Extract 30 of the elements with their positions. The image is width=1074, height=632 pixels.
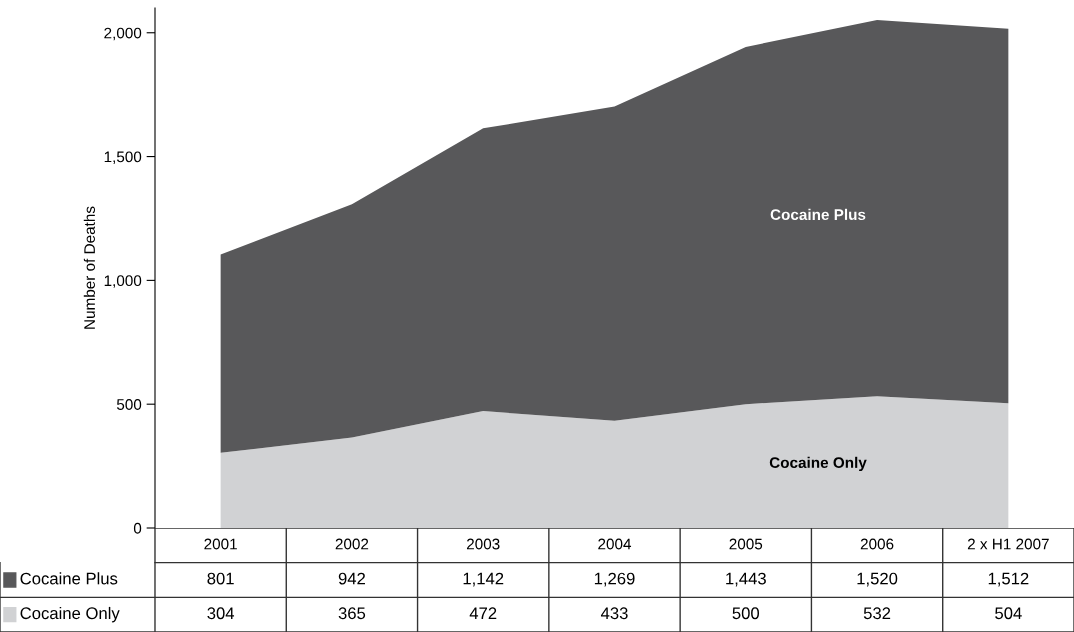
x-tick-label: 2003 xyxy=(466,538,500,550)
y-tick-label: 500 xyxy=(116,399,142,410)
legend-label: Cocaine Plus xyxy=(20,572,118,585)
data-label: 1,269 xyxy=(594,572,635,587)
data-label: 365 xyxy=(338,607,366,620)
data-label: 504 xyxy=(995,607,1022,620)
y-axis-title: Number of Deaths xyxy=(83,206,95,329)
x-tick-label: 2001 xyxy=(204,538,237,550)
data-label: 532 xyxy=(863,607,891,620)
y-tick-label: 1,000 xyxy=(104,275,142,288)
data-label: 1,512 xyxy=(988,572,1029,587)
data-label: 801 xyxy=(207,572,234,585)
data-label: 1,520 xyxy=(857,572,898,587)
y-tick-label: 2,000 xyxy=(104,27,142,41)
text: Cocaine Plus xyxy=(770,208,866,221)
y-tick-label: 0 xyxy=(133,522,142,534)
x-tick-label: 2005 xyxy=(729,538,763,550)
x-tick-label: 2 x H1 2007 xyxy=(967,538,1049,550)
data-label: 1,443 xyxy=(726,572,766,587)
data-label: 433 xyxy=(600,607,628,620)
data-label: 942 xyxy=(338,572,365,585)
legend-label: Cocaine Only xyxy=(20,606,120,623)
x-tick-label: 2002 xyxy=(335,538,369,550)
x-tick-label: 2006 xyxy=(860,538,894,550)
y-tick-label: 1,500 xyxy=(104,151,142,165)
data-label: 304 xyxy=(207,607,235,620)
x-tick-label: 2004 xyxy=(598,538,632,550)
data-label: 472 xyxy=(469,607,497,619)
data-label: 500 xyxy=(732,607,760,620)
data-label: 1,142 xyxy=(463,572,504,587)
